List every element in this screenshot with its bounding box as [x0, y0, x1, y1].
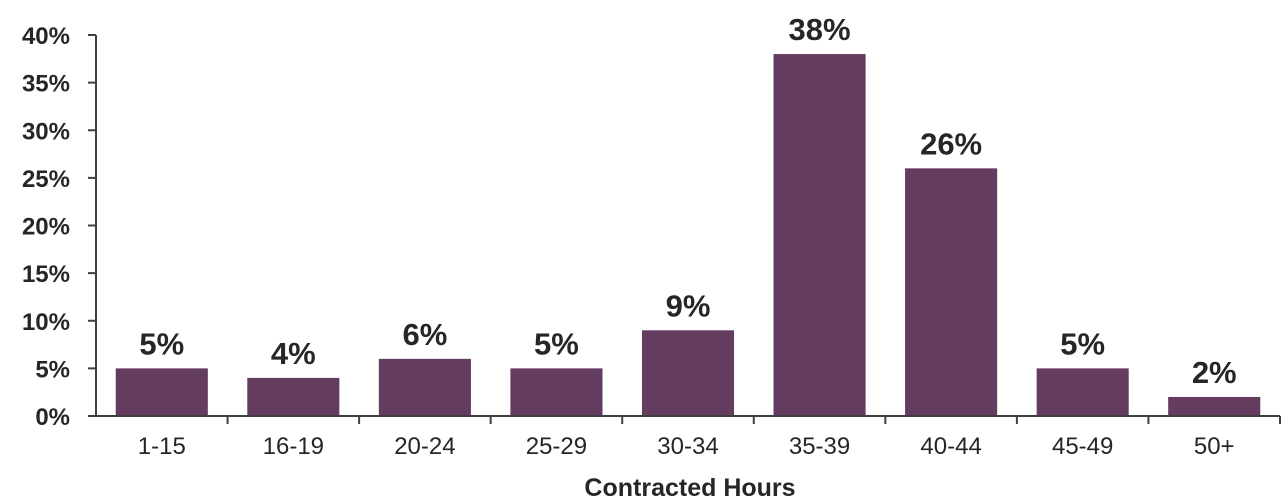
bar-45-49: [1036, 368, 1129, 416]
y-tick-label: 5%: [35, 356, 70, 383]
x-tick-label: 50+: [1194, 433, 1235, 460]
x-tick-label: 16-19: [263, 433, 324, 460]
data-label: 4%: [271, 336, 316, 371]
bar-20-24: [378, 358, 471, 416]
data-label: 2%: [1192, 355, 1237, 390]
x-axis-title: Contracted Hours: [584, 474, 795, 499]
x-tick-label: 20-24: [394, 433, 455, 460]
y-tick-label: 25%: [22, 166, 70, 193]
y-tick-label: 0%: [35, 404, 70, 431]
x-tick-label: 1-15: [138, 433, 186, 460]
bar-35-39: [773, 54, 866, 417]
y-tick-label: 20%: [22, 214, 70, 241]
y-tick-label: 40%: [22, 23, 70, 50]
bar-40-44: [905, 168, 998, 416]
x-tick-label: 40-44: [920, 433, 981, 460]
bar-16-19: [247, 377, 340, 416]
x-tick-label: 45-49: [1052, 433, 1113, 460]
bar-50+: [1168, 396, 1261, 416]
x-tick-label: 25-29: [526, 433, 587, 460]
y-tick-label: 10%: [22, 309, 70, 336]
data-label: 9%: [666, 288, 711, 323]
y-tick-label: 15%: [22, 261, 70, 288]
x-tick-label: 30-34: [657, 433, 718, 460]
data-labels: 5% 4% 6% 5% 9% 38% 26% 5% 2%: [139, 12, 1236, 390]
y-axis: 0% 5% 10% 15% 20% 25% 30% 35% 40%: [22, 23, 97, 431]
data-label: 6%: [402, 317, 447, 352]
x-tick-label: 35-39: [789, 433, 850, 460]
bar-30-34: [641, 330, 735, 416]
x-axis: 1-15 16-19 20-24 25-29 30-34 35-39 40-44 45-49 5…: [96, 415, 1281, 460]
bars: [115, 54, 1261, 417]
bar-25-29: [510, 368, 603, 416]
y-tick-label: 35%: [22, 71, 70, 98]
data-label: 5%: [139, 326, 184, 361]
y-tick-label: 30%: [22, 118, 70, 145]
bar-1-15: [115, 368, 208, 416]
data-label: 26%: [920, 126, 982, 161]
data-label: 38%: [789, 12, 851, 47]
data-label: 5%: [1060, 326, 1105, 361]
data-label: 5%: [534, 326, 579, 361]
